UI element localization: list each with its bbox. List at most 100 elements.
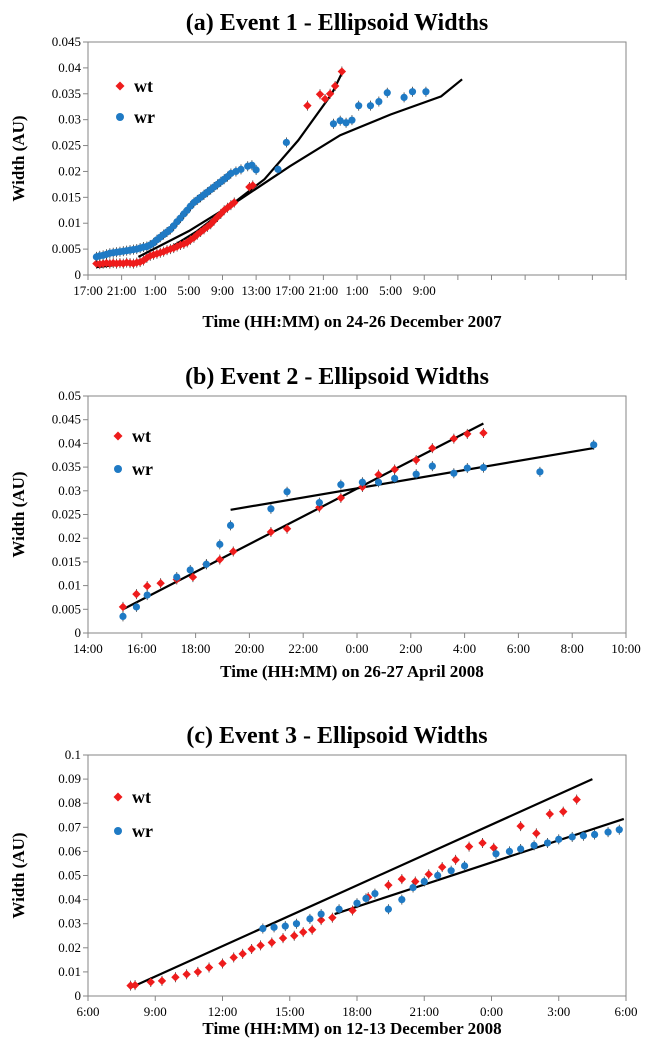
data-point-wt [142,581,152,591]
y-tick-label: 0.015 [52,554,81,569]
x-tick-label: 3:00 [547,1004,570,1019]
data-point-wt [157,976,167,986]
y-tick-label: 0.04 [58,60,81,75]
x-tick-label: 20:00 [235,641,265,656]
data-point-wr [336,117,344,125]
y-axis-label: Width (AU) [9,115,28,201]
data-point-wt [188,572,198,582]
y-tick-label: 0.03 [58,483,81,498]
legend-marker-wr [114,465,122,473]
data-point-wr [375,97,383,106]
plot-area [87,754,627,997]
data-point-wr [248,161,256,169]
data-point-wr [270,923,278,931]
data-point-wt [256,941,265,950]
data-point-wr [492,850,500,858]
data-point-wt [437,862,447,872]
data-point-wr [252,166,260,174]
data-point-wt [374,470,383,479]
data-point-wt [397,874,407,884]
x-tick-label: 16:00 [127,641,157,656]
data-point-wr [383,89,391,97]
data-point-wt [186,235,195,244]
data-point-wt [247,944,256,954]
y-tick-label: 0.04 [58,892,81,907]
data-point-wr [400,93,408,102]
x-tick-label: 9:00 [144,1004,167,1019]
data-point-wr [463,464,471,472]
data-point-wt [348,906,357,915]
x-tick-label: 9:00 [413,283,436,298]
data-point-wr [342,119,350,127]
legend-label-wt: wt [134,76,153,96]
y-tick-label: 0.01 [58,215,81,230]
data-point-wt [204,963,214,972]
data-point-wr [479,463,488,472]
x-tick-label: 12:00 [208,1004,238,1019]
x-tick-label: 0:00 [480,1004,503,1019]
data-point-wt [572,795,581,804]
y-axis-label: Width (AU) [9,471,28,557]
legend-label-wr: wr [134,107,155,127]
data-point-wr [591,830,599,839]
x-axis-label: Time (HH:MM) on 24-26 December 2007 [202,312,502,331]
x-tick-label: 18:00 [181,641,211,656]
x-tick-label: 10:00 [611,641,641,656]
data-point-wt [290,931,299,940]
x-tick-label: 6:00 [614,1004,637,1019]
trendline-wt-fit [96,72,343,269]
data-point-wr [412,470,420,478]
data-point-wt [193,967,203,977]
data-point-wt [516,821,525,831]
data-point-wt [267,938,277,947]
data-point-wt [428,443,437,453]
y-tick-label: 0.01 [58,964,81,979]
data-point-wr [226,521,235,530]
x-tick-label: 6:00 [76,1004,99,1019]
data-point-wt [132,589,141,599]
x-tick-label: 1:00 [144,283,167,298]
chart-panel-3: (c) Event 3 - Ellipsoid Widths 0 0.01 0.02 0… [9,723,638,1038]
data-point-wr [281,922,289,930]
data-point-wr [398,896,406,904]
data-point-wr [371,889,379,898]
y-tick-label: 0.03 [58,112,81,127]
data-point-wr [409,883,417,892]
legend-marker-wt [113,792,123,802]
x-tick-label: 21:00 [409,1004,439,1019]
y-tick-label: 0.025 [52,138,81,153]
data-point-wt [330,81,340,91]
data-point-wt [238,949,247,959]
data-point-wr [590,441,598,449]
data-point-wr [143,591,151,599]
data-point-wr [408,88,417,96]
x-tick-label: 2:00 [399,641,422,656]
legend-marker-wt [115,81,125,91]
plot-area [87,395,627,634]
data-point-wt [209,216,219,225]
data-point-wr [335,905,343,913]
legend-label-wt: wt [132,426,151,446]
y-tick-label: 0.03 [58,916,81,931]
x-tick-label: 5:00 [177,283,200,298]
data-point-wr [450,469,458,477]
data-point-wt [424,870,433,879]
data-point-wt [559,807,568,816]
data-point-wt [411,455,421,465]
data-point-wr [579,832,588,840]
y-tick-label: 0.01 [58,578,81,593]
data-point-wt [328,913,337,922]
x-tick-label: 22:00 [288,641,318,656]
data-point-wr [555,835,563,843]
data-point-wr [384,905,392,913]
data-point-wr [615,826,623,834]
data-point-wt [337,67,347,76]
x-tick-label: 13:00 [241,283,271,298]
y-tick-label: 0.05 [58,388,81,403]
legend-label-wr: wr [132,821,153,841]
x-tick-label: 18:00 [342,1004,372,1019]
data-point-wt [118,602,128,612]
trendline-wt-fit [130,778,593,989]
x-tick-label: 5:00 [379,283,402,298]
